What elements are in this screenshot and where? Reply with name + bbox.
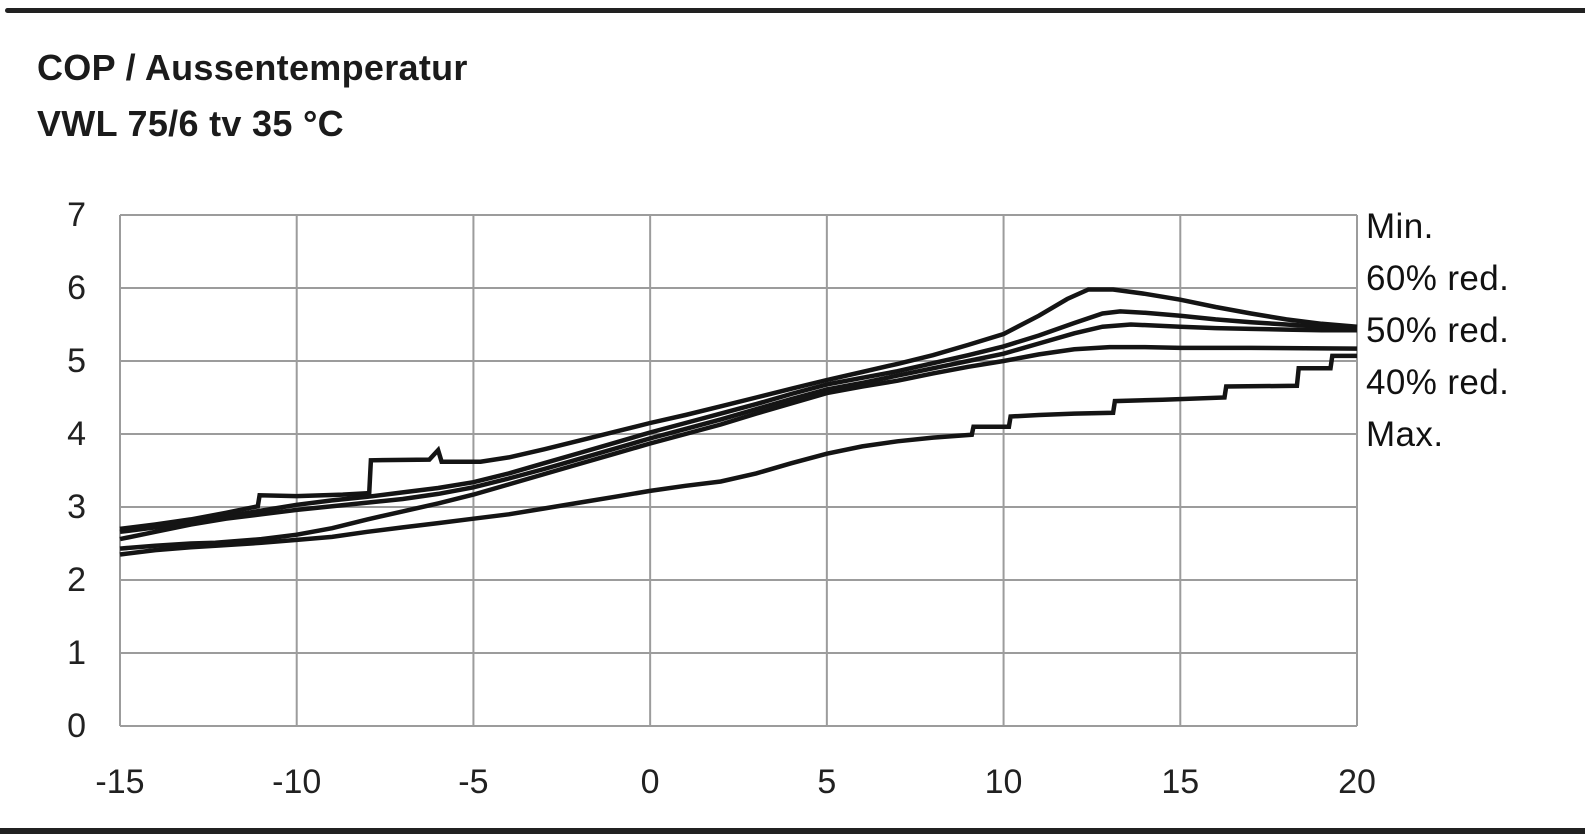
chart-title: COP / Aussentemperatur (37, 47, 468, 88)
curve-min (119, 287, 1358, 532)
y-tick-label: 2 (67, 561, 86, 599)
curves (119, 287, 1358, 557)
x-tick-label: -15 (95, 763, 145, 801)
y-tick-label: 1 (67, 634, 86, 672)
y-tick-label: 3 (67, 488, 86, 526)
bottom-border-rule (0, 828, 1585, 834)
curve-max (119, 353, 1357, 557)
y-tick-label: 6 (67, 269, 86, 307)
x-tick-label: 15 (1161, 763, 1200, 801)
chart-title-block: COP / Aussentemperatur VWL 75/6 tv 35 °C (37, 40, 468, 152)
x-tick-label: -5 (458, 763, 489, 801)
legend-item-60red: 60% red. (1366, 259, 1510, 298)
curve-50-red (119, 322, 1357, 542)
gridlines (119, 214, 1358, 727)
legend-item-min: Min. (1366, 207, 1434, 246)
legend-item-max: Max. (1366, 415, 1444, 454)
y-tick-label: 5 (67, 342, 86, 380)
chart-subtitle: VWL 75/6 tv 35 °C (37, 103, 344, 144)
legend-item-40red: 40% red. (1366, 363, 1510, 402)
top-border-rule (5, 8, 1585, 13)
curve-60-red (119, 309, 1358, 535)
chart-legend: Min. 60% red. 50% red. 40% red. Max. (1366, 201, 1509, 461)
y-tick-label: 4 (67, 415, 86, 453)
y-tick-label: 7 (67, 196, 86, 234)
y-tick-label: 0 (67, 707, 86, 745)
x-tick-label: 10 (984, 763, 1023, 801)
x-tick-label: 0 (640, 763, 660, 801)
x-tick-label: 20 (1338, 763, 1376, 801)
legend-item-50red: 50% red. (1366, 311, 1510, 350)
plot-svg (119, 214, 1358, 727)
x-tick-label: 5 (817, 763, 837, 801)
curve-40-red (119, 344, 1358, 551)
x-tick-label: -10 (272, 763, 322, 801)
